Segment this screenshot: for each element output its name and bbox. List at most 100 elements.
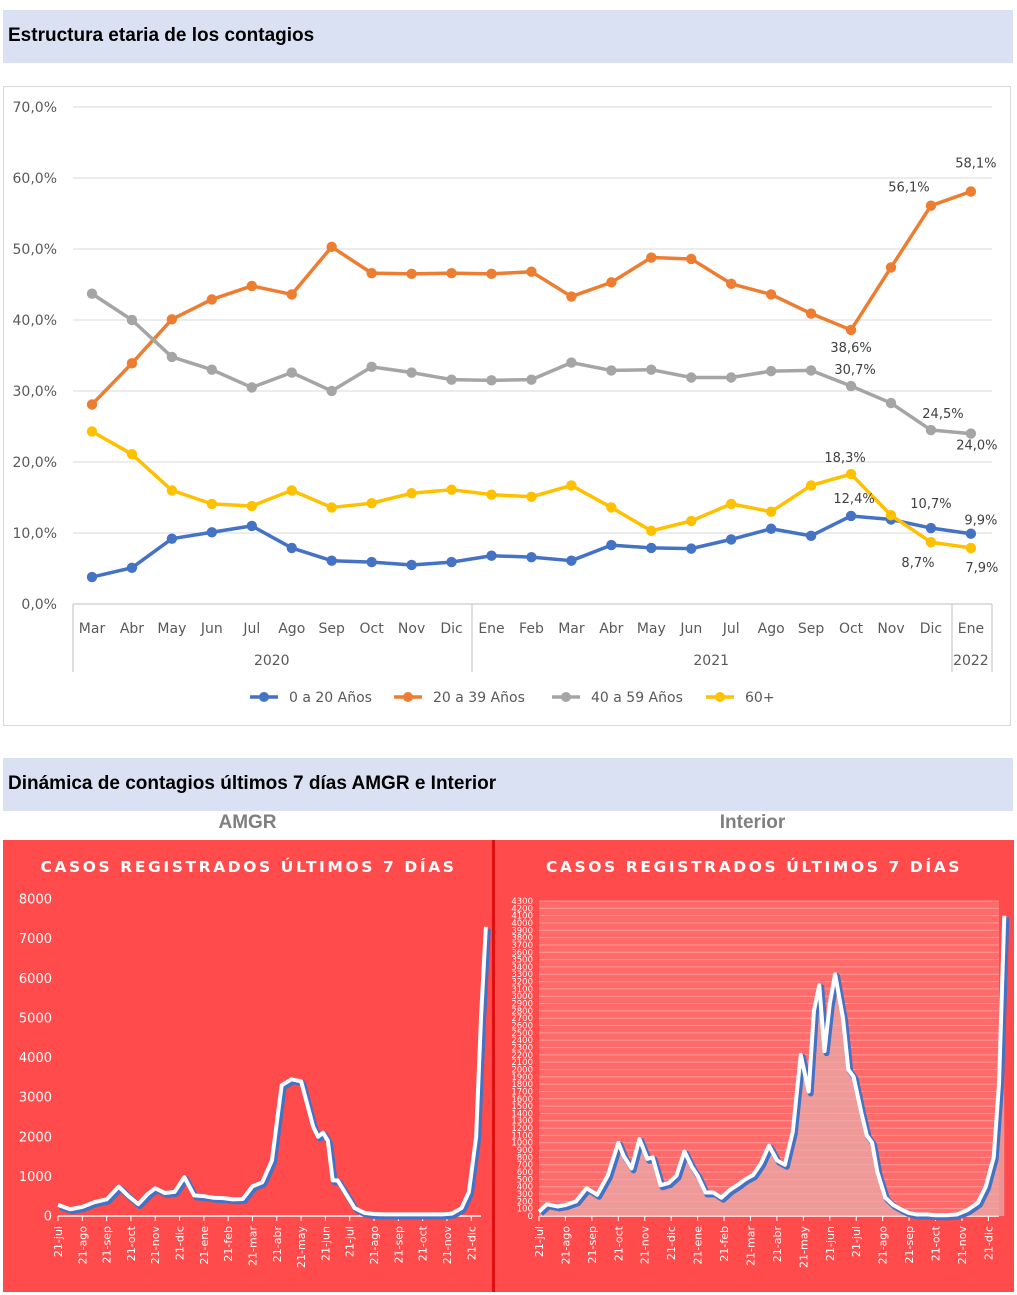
y-tick-label: 100 (517, 1205, 533, 1215)
y-tick-label: 3100 (511, 985, 533, 995)
y-tick-label: 1000 (511, 1139, 533, 1149)
series-line (537, 915, 1007, 1218)
x-tick-label: 21-may (295, 1226, 308, 1268)
data-label: 12,4% (833, 492, 874, 507)
data-point (86, 288, 98, 299)
data-point (566, 357, 577, 368)
age-structure-header: Estructura etaria de los contagios (3, 10, 1013, 63)
x-tick-label: Jul (722, 621, 740, 637)
y-tick-label: 2100 (511, 1058, 533, 1068)
series-line-shadow (538, 917, 1010, 1221)
interior-cases-chart: CASOS REGISTRADOS ÚLTIMOS 7 DÍAS01002003… (494, 840, 1014, 1292)
data-point (726, 534, 737, 545)
x-tick-label: Mar (79, 621, 106, 637)
data-point (726, 372, 737, 383)
x-tick-label: 21-sep (586, 1226, 599, 1263)
x-tick-label: 21-abr (271, 1226, 284, 1263)
y-tick-label: 4000 (511, 919, 533, 929)
x-tick-label: Oct (360, 621, 385, 637)
x-tick-label: 21-dic (465, 1226, 478, 1260)
y-tick-label: 400 (517, 1183, 533, 1193)
data-point (206, 364, 218, 375)
x-tick-label: 21-mar (246, 1226, 259, 1266)
data-point (925, 522, 937, 534)
x-tick-label: Ago (278, 621, 305, 637)
data-point (166, 314, 178, 325)
data-point (206, 498, 218, 510)
y-tick-label: 900 (517, 1146, 533, 1156)
y-tick-label: 3900 (511, 926, 533, 936)
x-tick-label: 21-sep (903, 1226, 916, 1263)
y-tick-label: 0 (44, 1210, 52, 1225)
data-point (526, 551, 537, 563)
y-tick-label: 3600 (511, 948, 533, 958)
y-tick-label: 1500 (511, 1102, 533, 1112)
panel-chart-title: CASOS REGISTRADOS ÚLTIMOS 7 DÍAS (546, 857, 962, 876)
panel-divider (492, 840, 495, 1292)
data-point (206, 294, 218, 305)
y-tick-label: 3700 (511, 941, 533, 951)
x-tick-label: 21-jul (52, 1226, 65, 1257)
y-tick-label: 6000 (19, 972, 52, 987)
x-tick-label: 21-nov (441, 1226, 454, 1265)
y-tick-label: 4000 (19, 1051, 52, 1066)
x-tick-label: 21-ago (877, 1226, 890, 1265)
data-point (526, 266, 537, 277)
x-tick-label: 21-abr (771, 1226, 784, 1263)
data-point (446, 556, 457, 568)
data-point (845, 380, 857, 392)
data-point (366, 497, 377, 509)
data-label: 58,1% (955, 156, 996, 171)
data-point (646, 364, 657, 375)
y-tick-label: 1000 (19, 1170, 52, 1185)
y-tick-label: 0,0% (21, 597, 57, 613)
y-tick-label: 3000 (19, 1091, 52, 1106)
data-label: 8,7% (901, 556, 934, 571)
x-tick-label: 21-dic (174, 1226, 187, 1260)
x-tick-label: Nov (398, 621, 425, 637)
y-tick-label: 300 (517, 1190, 533, 1200)
x-tick-label: 21-may (797, 1226, 810, 1268)
data-point (885, 510, 897, 521)
y-tick-label: 4100 (511, 912, 533, 922)
data-point (486, 268, 497, 280)
x-tick-label: 21-ene (198, 1226, 211, 1265)
data-point (805, 308, 817, 319)
data-point (286, 542, 297, 554)
data-point (845, 510, 857, 522)
series-area (539, 915, 1005, 1216)
data-point (246, 520, 257, 532)
data-point (366, 556, 377, 568)
legend-marker (403, 692, 413, 702)
data-point (845, 324, 857, 336)
x-tick-label: 21-dic (982, 1226, 995, 1260)
data-point (845, 468, 857, 480)
y-tick-label: 1200 (511, 1124, 533, 1134)
data-point (126, 448, 138, 460)
x-tick-label: May (637, 621, 666, 637)
y-tick-label: 50,0% (13, 242, 57, 258)
x-tick-label: 21-oct (930, 1225, 943, 1261)
x-tick-label: 21-oct (417, 1225, 430, 1261)
year-group-label: 2022 (953, 653, 989, 669)
data-point (805, 530, 817, 542)
data-point (885, 262, 897, 273)
x-tick-label: 21-jul (533, 1226, 546, 1257)
data-point (566, 555, 577, 566)
data-point (286, 289, 297, 300)
data-point (326, 555, 337, 566)
data-point (446, 374, 457, 385)
data-point (86, 426, 98, 437)
panel-background (3, 840, 494, 1292)
data-point (446, 267, 457, 279)
y-tick-label: 4300 (511, 897, 533, 907)
y-tick-label: 1300 (511, 1117, 533, 1127)
data-point (486, 489, 497, 500)
data-point (726, 498, 737, 510)
x-tick-label: Sep (319, 621, 346, 637)
y-tick-label: 3000 (511, 992, 533, 1002)
data-point (965, 542, 977, 554)
x-tick-label: Jul (242, 621, 260, 637)
y-tick-label: 200 (517, 1197, 533, 1207)
year-group-label: 2020 (254, 653, 290, 669)
